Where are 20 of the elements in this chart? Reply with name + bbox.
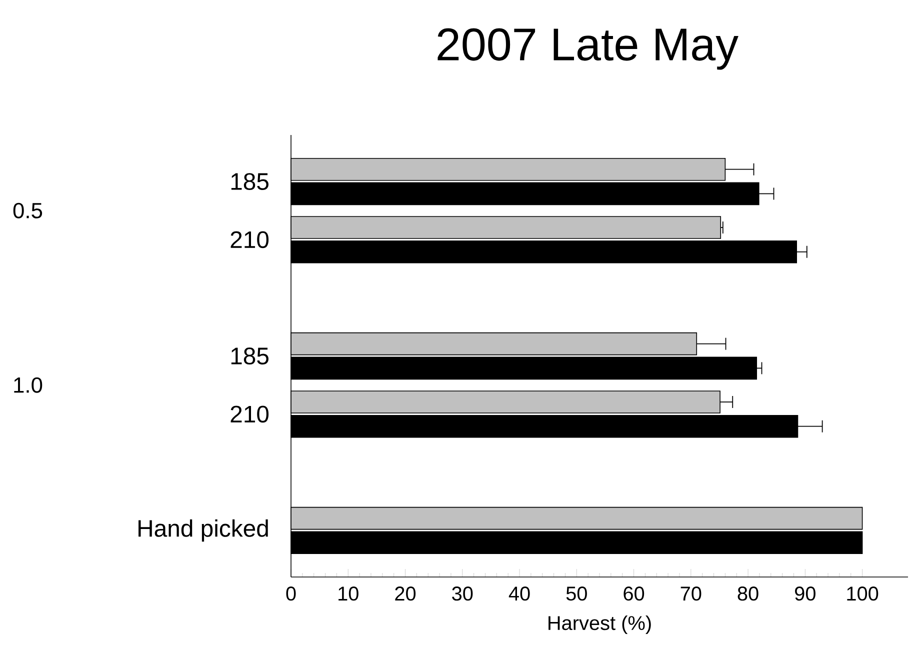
y-tick-label: 185	[231, 173, 268, 190]
x-tick-label: 50	[566, 586, 587, 601]
x-axis-title: Harvest (%)	[548, 615, 651, 634]
text: 1.0	[14, 377, 42, 393]
y-tick-label: 210	[230, 406, 269, 423]
x-tick-label: 70	[680, 586, 702, 601]
text: 0.5	[13, 202, 42, 218]
x-tick-label: 100	[847, 586, 878, 601]
x-tick-label: 10	[338, 586, 358, 601]
x-tick-label: 90	[795, 586, 816, 601]
x-tick-label: 20	[395, 586, 416, 601]
chart-title: 2007 Late May	[438, 28, 738, 70]
x-tick-label: 40	[508, 586, 530, 601]
x-tick-label: 60	[624, 586, 644, 601]
y-tick-label: Hand picked	[138, 519, 268, 542]
y-tick-label: 210	[230, 231, 269, 248]
x-tick-label: 80	[738, 586, 758, 601]
y-tick-label: 185	[231, 348, 268, 364]
x-tick-label: 0	[286, 586, 296, 601]
x-tick-label: 30	[452, 586, 473, 601]
